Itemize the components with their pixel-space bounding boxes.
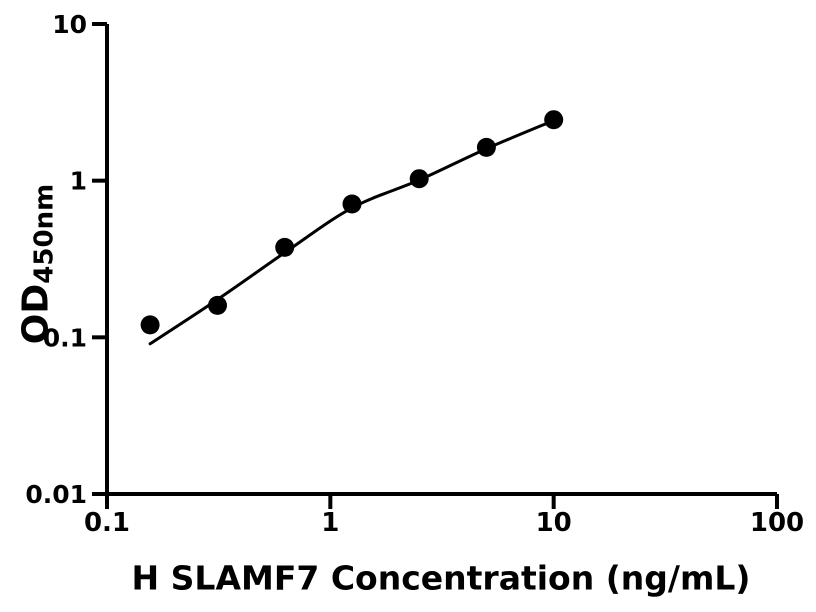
data-point-marker <box>409 169 429 189</box>
data-point-marker <box>208 295 227 315</box>
y-tick-label: 10 <box>52 10 87 39</box>
data-point-marker <box>275 237 295 257</box>
x-tick-label: 0.1 <box>84 508 130 538</box>
data-point-marker <box>342 194 362 214</box>
y-axis-title: OD450nm <box>15 183 60 345</box>
x-axis-title: H SLAMF7 Concentration (ng/mL) <box>131 558 751 598</box>
y-tick-label: 0.01 <box>25 480 87 509</box>
data-point-marker <box>140 315 160 335</box>
data-point-marker <box>544 110 564 130</box>
y-axis-title-subscript: 450nm <box>29 183 60 284</box>
x-tick-label: 1 <box>321 508 339 538</box>
data-point-marker <box>476 137 496 157</box>
x-tick-label: 100 <box>750 508 804 538</box>
x-tick-label: 10 <box>536 508 572 538</box>
y-axis-title-main: OD <box>15 283 57 345</box>
y-tick-label: 0.1 <box>43 323 87 352</box>
y-tick-label: 1 <box>70 167 87 196</box>
